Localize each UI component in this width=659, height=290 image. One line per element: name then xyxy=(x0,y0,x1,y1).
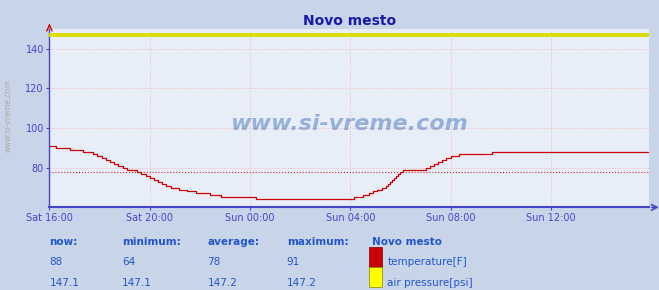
Text: 64: 64 xyxy=(122,257,135,267)
Text: 91: 91 xyxy=(287,257,300,267)
Title: Novo mesto: Novo mesto xyxy=(302,14,396,28)
Text: 147.2: 147.2 xyxy=(287,278,316,288)
Text: now:: now: xyxy=(49,237,78,247)
Text: air pressure[psi]: air pressure[psi] xyxy=(387,278,473,288)
Text: 147.1: 147.1 xyxy=(122,278,152,288)
Text: www.si-vreme.com: www.si-vreme.com xyxy=(3,80,13,152)
Text: temperature[F]: temperature[F] xyxy=(387,257,467,267)
Text: Novo mesto: Novo mesto xyxy=(372,237,442,247)
Text: minimum:: minimum: xyxy=(122,237,181,247)
Text: 88: 88 xyxy=(49,257,63,267)
Text: www.si-vreme.com: www.si-vreme.com xyxy=(231,113,468,133)
Text: average:: average: xyxy=(208,237,260,247)
Text: 78: 78 xyxy=(208,257,221,267)
Text: maximum:: maximum: xyxy=(287,237,349,247)
Text: 147.2: 147.2 xyxy=(208,278,237,288)
Text: 147.1: 147.1 xyxy=(49,278,79,288)
